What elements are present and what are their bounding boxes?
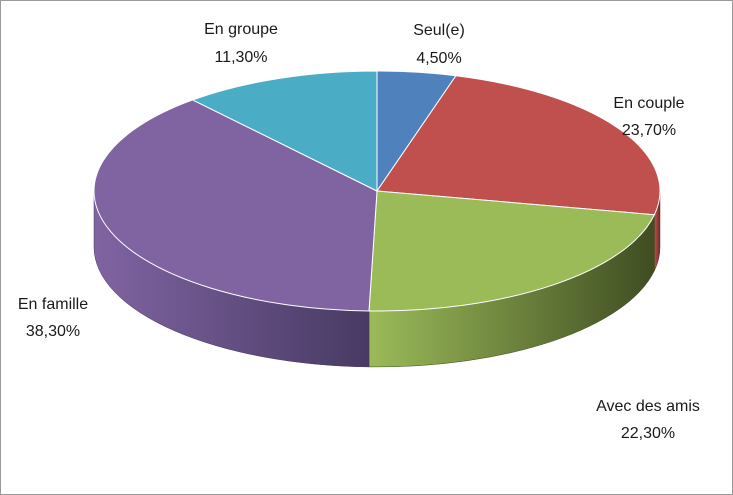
label-seul: Seul(e) — [413, 22, 465, 39]
value-en-famille: 38,30% — [26, 323, 80, 340]
pie-slices — [93, 70, 661, 312]
pie-slice-en-couple — [376, 75, 661, 216]
pie-slice-en-groupe — [191, 70, 378, 192]
value-avec-des-amis: 22,30% — [621, 425, 675, 442]
pie-slice-avec-des-amis — [368, 190, 656, 312]
label-avec-des-amis: Avec des amis — [596, 398, 700, 415]
value-en-groupe: 11,30% — [214, 49, 267, 66]
label-en-groupe: En groupe — [204, 21, 278, 38]
label-en-famille: En famille — [18, 296, 88, 313]
label-en-couple: En couple — [613, 95, 684, 112]
value-seul: 4,50% — [416, 50, 461, 67]
pie-labels: Seul(e) 4,50% En couple 23,70% Avec des … — [18, 21, 700, 442]
pie-slice-en-famille — [93, 99, 378, 312]
value-en-couple: 23,70% — [622, 122, 676, 139]
